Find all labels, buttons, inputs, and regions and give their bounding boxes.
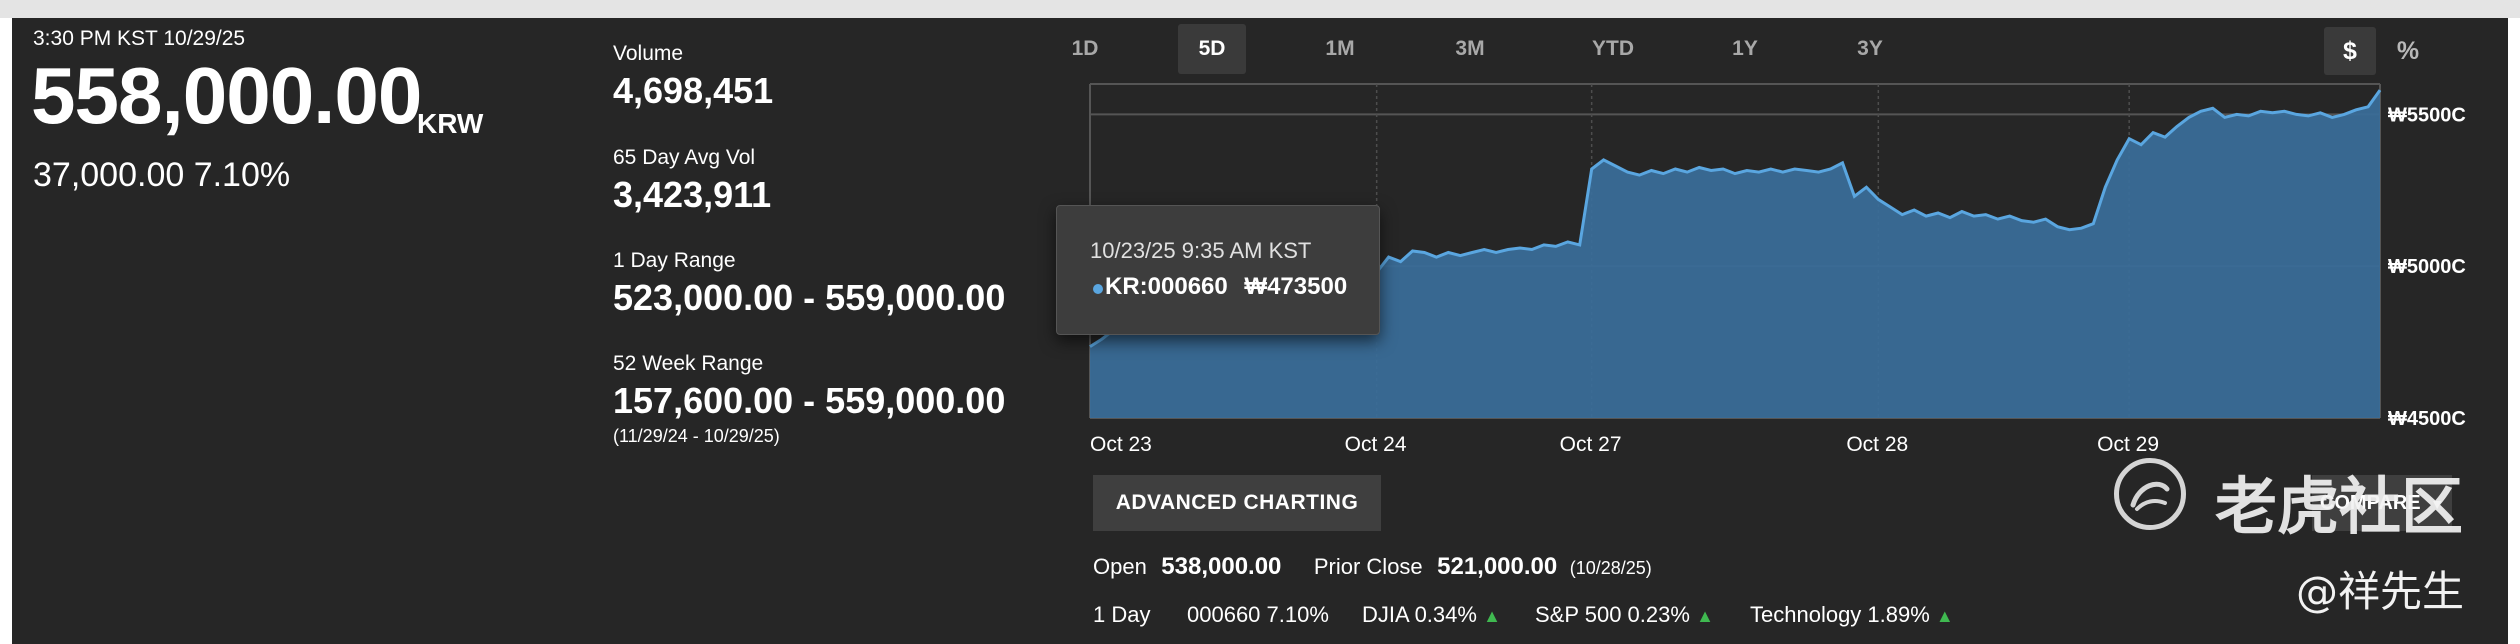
up-arrow-icon: ▲	[1935, 606, 1954, 626]
volume-value: 4,698,451	[613, 70, 774, 111]
compare-label: COMPARE	[2319, 492, 2421, 514]
perf-item-djia-text: DJIA 0.34%	[1362, 602, 1477, 627]
chevron-down-icon: ▼	[2430, 496, 2445, 512]
perf-item-technology-text: Technology 1.89%	[1750, 602, 1930, 627]
series-dot-icon	[1093, 284, 1103, 294]
perf-item-sp500-text: S&P 500 0.23%	[1535, 602, 1690, 627]
perf-item-sp500: S&P 500 0.23% ▲	[1535, 602, 1714, 628]
up-arrow-icon: ▲	[1483, 606, 1501, 626]
x-tick-label: Oct 28	[1846, 433, 1908, 456]
tab-1y[interactable]: 1Y	[1732, 37, 1758, 60]
one-day-label: 1 Day	[1093, 602, 1151, 627]
price-area-fill	[1090, 90, 2380, 418]
quote-currency: KRW	[417, 108, 484, 139]
dollar-unit-button[interactable]: $	[2324, 27, 2376, 75]
watermark-author: @祥先生	[2296, 567, 2465, 616]
compare-button[interactable]: COMPARE ▼	[2312, 475, 2452, 531]
tab-ytd[interactable]: YTD	[1592, 37, 1634, 60]
tooltip-value: ₩473500	[1244, 273, 1348, 300]
tooltip-series: KR:000660 ₩473500	[1105, 273, 1347, 301]
avg-vol-value: 3,423,911	[613, 174, 772, 215]
avg-vol-label: 65 Day Avg Vol	[613, 146, 756, 169]
volume-label: Volume	[613, 42, 684, 65]
tooltip-time: 10/23/25 9:35 AM KST	[1090, 238, 1312, 263]
open-prior-row: Open 538,000.00 Prior Close 521,000.00 (…	[1093, 553, 1652, 581]
x-tick-label: Oct 23	[1090, 433, 1152, 456]
x-tick-label: Oct 27	[1560, 433, 1622, 456]
top-strip	[0, 0, 2520, 18]
week52-range-dates: (11/29/24 - 10/29/25)	[613, 426, 780, 446]
quote-price: 558,000.00	[31, 51, 422, 140]
tab-3y[interactable]: 3Y	[1857, 37, 1883, 60]
week52-range-value: 157,600.00 - 559,000.00	[613, 380, 1006, 421]
chart-tooltip: 10/23/25 9:35 AM KST KR:000660 ₩473500	[1056, 205, 1380, 335]
tab-1d[interactable]: 1D	[1071, 37, 1099, 60]
open-label: Open	[1093, 554, 1147, 579]
x-tick-label: Oct 29	[2097, 433, 2159, 456]
up-arrow-icon: ▲	[1696, 606, 1714, 626]
prior-close-label: Prior Close	[1313, 554, 1423, 579]
watermark-text: 老虎社区	[2215, 470, 2464, 543]
y-tick-label: ₩4500C	[2388, 408, 2466, 430]
perf-item-technology: Technology 1.89% ▲	[1750, 602, 1954, 628]
prior-close-date: (10/28/25)	[1569, 558, 1652, 578]
prior-close-value: 521,000.00	[1437, 553, 1558, 580]
y-tick-label: ₩5500C	[2388, 104, 2466, 126]
perf-item-stock: 000660 7.10%	[1187, 602, 1329, 628]
open-value: 538,000.00	[1161, 553, 1282, 580]
day-range-label: 1 Day Range	[613, 249, 736, 272]
tooltip-series-name: KR:000660	[1105, 273, 1228, 300]
x-tick-label: Oct 24	[1345, 433, 1407, 456]
advanced-charting-button[interactable]: ADVANCED CHARTING	[1093, 475, 1381, 531]
week52-range-label: 52 Week Range	[613, 352, 764, 375]
tab-5d[interactable]: 5D	[1178, 24, 1246, 74]
perf-item-stock-text: 000660 7.10%	[1187, 602, 1329, 627]
perf-item-djia: DJIA 0.34% ▲	[1362, 602, 1501, 628]
quote-change: 37,000.00 7.10%	[33, 156, 291, 194]
percent-unit-button[interactable]: %	[2396, 37, 2420, 65]
tiger-logo-icon	[2114, 458, 2186, 530]
day-range-value: 523,000.00 - 559,000.00	[613, 277, 1006, 318]
quote-timestamp: 3:30 PM KST 10/29/25	[33, 27, 246, 50]
tab-1m[interactable]: 1M	[1325, 37, 1355, 60]
tab-3m[interactable]: 3M	[1455, 37, 1485, 60]
y-tick-label: ₩5000C	[2388, 256, 2466, 278]
